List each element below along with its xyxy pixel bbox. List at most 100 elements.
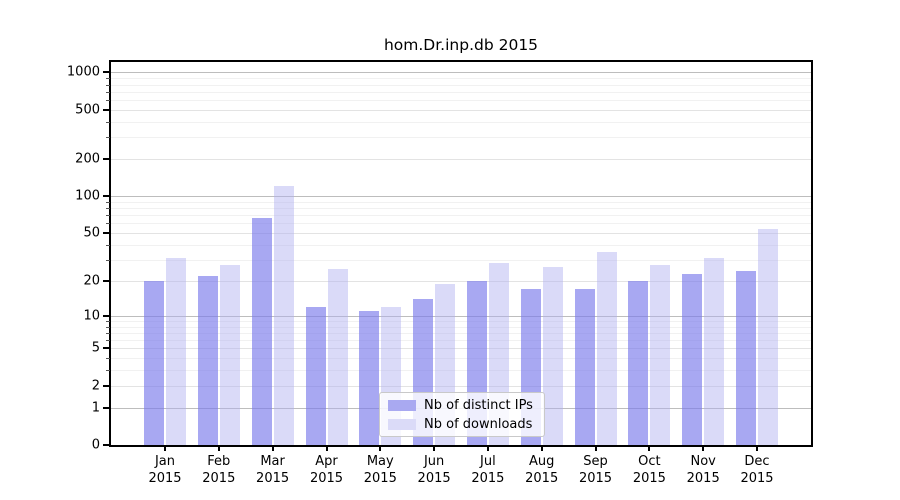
y-minor-tick-mark	[106, 215, 110, 217]
minor-gridline	[110, 137, 811, 139]
plot-border	[109, 60, 813, 447]
x-tick-label: Dec 2015	[740, 454, 774, 486]
minor-gridline	[110, 244, 811, 246]
legend: Nb of distinct IPs Nb of downloads	[379, 392, 545, 437]
x-tick-label: Oct 2015	[632, 454, 666, 486]
minor-gridline	[110, 201, 811, 203]
legend-label-distinct-ips: Nb of distinct IPs	[424, 397, 533, 413]
x-tick-mark	[217, 445, 220, 451]
y-minor-tick-mark	[106, 332, 110, 334]
y-minor-tick-mark	[106, 100, 110, 101]
x-tick-label: Jan 2015	[148, 454, 182, 486]
minor-gridline	[110, 370, 811, 372]
y-minor-tick-mark	[106, 223, 110, 225]
y-tick-mark	[103, 314, 110, 317]
bar-downloads	[273, 185, 294, 445]
y-tick-label: 0	[91, 437, 100, 453]
bar-downloads	[596, 251, 617, 445]
y-gridline	[110, 280, 811, 282]
y-tick-mark	[103, 158, 110, 160]
x-tick-mark	[648, 445, 651, 451]
y-tick-mark	[103, 71, 110, 74]
y-tick-mark	[103, 444, 110, 446]
y-tick-mark	[103, 384, 110, 387]
minor-gridline	[110, 215, 811, 217]
bar-downloads	[704, 258, 725, 445]
minor-gridline	[110, 320, 811, 322]
x-tick-mark	[271, 445, 274, 451]
y-minor-tick-mark	[106, 326, 110, 328]
minor-gridline	[110, 121, 811, 123]
y-minor-tick-mark	[106, 201, 110, 203]
y-minor-tick-mark	[106, 370, 110, 372]
x-tick-label: Mar 2015	[256, 454, 290, 486]
x-tick-label: Jul 2015	[471, 454, 505, 486]
y-tick-mark	[103, 279, 110, 282]
y-tick-mark	[103, 195, 110, 198]
y-gridline	[110, 385, 811, 387]
y-minor-tick-mark	[106, 259, 110, 261]
x-tick-label: Aug 2015	[525, 454, 559, 486]
y-tick-label: 10	[83, 308, 100, 324]
bar-distinct-ips	[197, 275, 218, 445]
minor-gridline	[110, 208, 811, 209]
y-tick-mark	[103, 406, 110, 409]
x-tick-mark	[486, 445, 489, 451]
minor-gridline	[110, 91, 811, 93]
x-tick-label: Feb 2015	[202, 454, 236, 486]
bar-distinct-ips	[251, 217, 272, 445]
bar-downloads	[542, 267, 563, 445]
x-tick-mark	[164, 445, 166, 451]
bar-distinct-ips	[144, 280, 164, 445]
y-gridline	[110, 109, 811, 111]
minor-gridline	[110, 223, 811, 225]
bar-downloads	[219, 265, 240, 445]
legend-item-downloads: Nb of downloads	[388, 417, 536, 432]
y-tick-mark	[103, 108, 110, 111]
x-tick-label: Nov 2015	[686, 454, 720, 486]
minor-gridline	[110, 100, 811, 101]
minor-gridline	[110, 259, 811, 261]
bar-downloads	[650, 265, 671, 445]
legend-swatch-downloads	[388, 418, 416, 430]
x-tick-mark	[379, 445, 382, 451]
y-minor-tick-mark	[106, 121, 110, 123]
y-tick-label: 100	[75, 188, 100, 204]
y-tick-label: 500	[75, 102, 100, 118]
y-minor-tick-mark	[106, 208, 110, 209]
y-tick-mark	[103, 347, 110, 350]
x-tick-label: Sep 2015	[578, 454, 613, 486]
minor-gridline	[110, 78, 811, 80]
y-gridline	[110, 72, 811, 74]
y-tick-label: 2	[91, 378, 100, 394]
bar-downloads	[758, 228, 778, 445]
y-minor-tick-mark	[106, 91, 110, 93]
x-tick-mark	[756, 445, 758, 451]
x-tick-mark	[540, 445, 543, 451]
y-tick-label: 1000	[66, 64, 100, 80]
minor-gridline	[110, 84, 811, 86]
y-tick-label: 50	[83, 225, 100, 241]
bar-distinct-ips	[305, 306, 326, 445]
bar-distinct-ips	[628, 280, 649, 445]
y-gridline	[110, 159, 811, 160]
minor-gridline	[110, 332, 811, 334]
y-minor-tick-mark	[106, 84, 110, 86]
y-minor-tick-mark	[106, 137, 110, 139]
x-tick-mark	[433, 445, 436, 451]
x-tick-mark	[594, 445, 597, 451]
x-tick-label: Apr 2015	[309, 454, 344, 486]
minor-gridline	[110, 340, 811, 342]
bar-downloads	[327, 269, 348, 445]
minor-gridline	[110, 358, 811, 360]
y-tick-label: 1	[91, 400, 100, 416]
y-minor-tick-mark	[106, 78, 110, 80]
y-tick-label: 200	[75, 151, 100, 167]
y-tick-mark	[103, 232, 110, 234]
x-tick-mark	[702, 445, 705, 451]
legend-item-distinct-ips: Nb of distinct IPs	[388, 398, 536, 413]
y-minor-tick-mark	[106, 358, 110, 360]
bar-distinct-ips	[736, 271, 756, 445]
minor-gridline	[110, 326, 811, 328]
legend-swatch-distinct-ips	[388, 399, 416, 411]
